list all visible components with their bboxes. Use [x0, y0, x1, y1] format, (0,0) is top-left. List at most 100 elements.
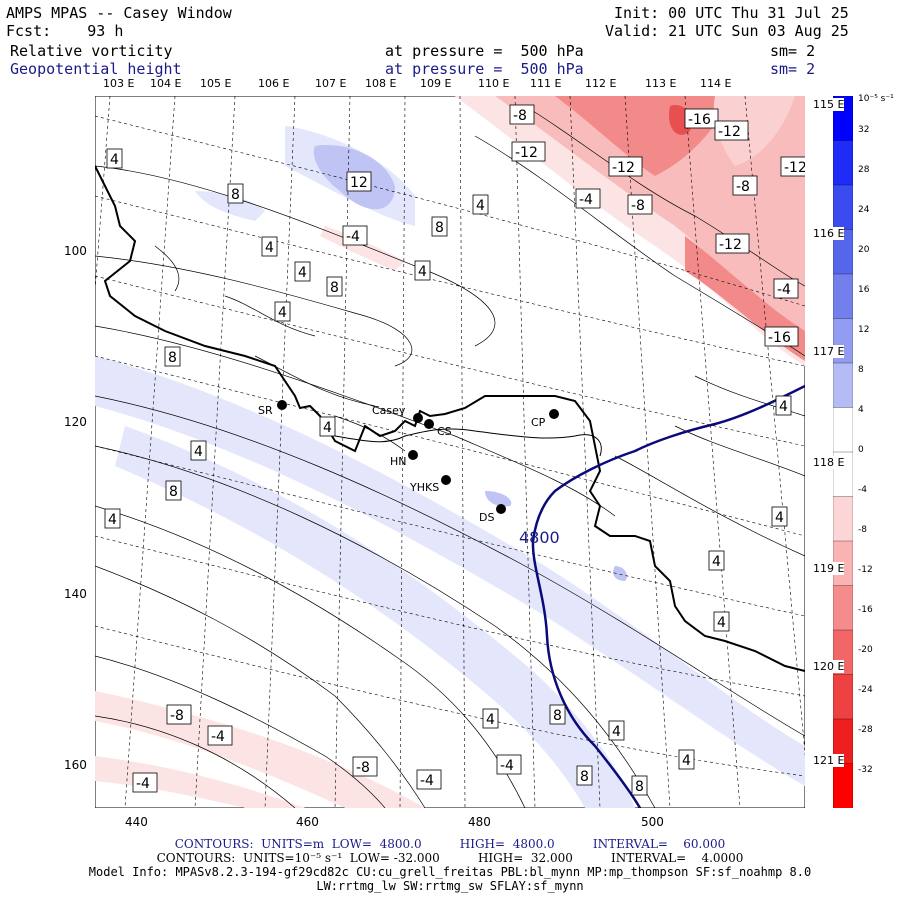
contour-value-text: -8	[356, 760, 370, 776]
latitude-label: 115 E	[813, 98, 845, 111]
colorbar-tick: 24	[858, 205, 870, 215]
contour-value-label: 4	[482, 708, 499, 729]
coastline	[95, 165, 805, 672]
station-label: HN	[390, 455, 407, 468]
longitude-label: 108 E	[365, 77, 397, 90]
x-tick-label: 500	[641, 815, 664, 829]
longitude-label: 113 E	[645, 77, 677, 90]
contour-value-text: -8	[631, 198, 645, 214]
height-contour-info: CONTOURS: UNITS=m LOW= 4800.0 HIGH= 4800…	[174, 837, 726, 851]
colorbar-tick: 28	[858, 165, 870, 175]
colorbar-swatch	[833, 585, 853, 631]
contour-value-text: -12	[718, 124, 741, 140]
contour-value-text: 8	[553, 708, 562, 724]
contour-value-text: 4	[110, 152, 119, 168]
contour-value-label: 4	[472, 194, 489, 215]
colorbar-tick: -8	[858, 525, 867, 535]
graticule	[95, 96, 805, 808]
colorbar-swatch	[833, 362, 853, 409]
contour-value-text: 4	[108, 512, 117, 528]
contour-value-label: -16	[684, 108, 719, 129]
contour-value-text: -4	[500, 758, 514, 774]
chart-title: AMPS MPAS -- Casey Window	[6, 4, 232, 22]
colorbar-tick: -24	[858, 685, 873, 695]
contour-value-text: -4	[211, 729, 225, 745]
contour-value-label: 4	[319, 416, 336, 437]
contour-value-text: 8	[580, 769, 589, 785]
contour-value-text: -12	[719, 237, 742, 253]
contour-value-text: -4	[579, 192, 593, 208]
contour-value-text: -4	[420, 773, 434, 789]
valid-time: Valid: 21 UTC Sun 03 Aug 25	[605, 22, 849, 40]
contour-value-text: 4	[486, 712, 495, 728]
colorbar-swatch	[833, 184, 853, 231]
contour-value-text: -16	[688, 112, 711, 128]
contour-value-label: 8	[549, 704, 566, 725]
latitude-label: 121 E	[813, 754, 845, 767]
contour-value-text: 8	[169, 484, 178, 500]
contour-value-text: -12	[515, 145, 538, 161]
contour-value-text: 4	[194, 444, 203, 460]
contour-value-text: 4	[682, 753, 691, 769]
contour-value-label: 8	[431, 216, 448, 237]
longitude-label: 103 E	[103, 77, 135, 90]
y-tick-label: 140	[64, 587, 87, 601]
contour-value-label: 4	[190, 440, 207, 461]
longitude-label: 105 E	[200, 77, 232, 90]
longitude-label: 110 E	[478, 77, 510, 90]
station-label: SR	[258, 404, 273, 417]
contour-value-text: -4	[346, 229, 360, 245]
contour-value-label: 4	[261, 236, 278, 257]
contour-value-text: -8	[170, 708, 184, 724]
contour-value-label: 4	[414, 260, 431, 281]
contour-value-label: 8	[165, 480, 182, 501]
contour-value-label: -4	[575, 188, 601, 209]
contour-value-text: -4	[777, 282, 791, 298]
y-tick-label: 100	[64, 244, 87, 258]
contour-value-text: 4	[712, 554, 721, 570]
longitude-label: 114 E	[700, 77, 732, 90]
contour-value-label: -4	[207, 725, 233, 746]
colorbar-swatch	[833, 763, 853, 808]
geopotential-height-contour	[531, 384, 805, 808]
contour-value-label: 4	[771, 506, 788, 527]
station-label: Casey	[372, 404, 406, 417]
contour-value-label: 4	[104, 508, 121, 529]
colorbar-tick: -32	[858, 765, 873, 775]
height-contour-label: 4800	[519, 528, 560, 547]
contour-value-text: -8	[513, 108, 527, 124]
latitude-label: 118 E	[813, 456, 845, 469]
contour-value-label: -4	[416, 769, 442, 790]
contour-value-text: 8	[435, 220, 444, 236]
init-time: Init: 00 UTC Thu 31 Jul 25	[614, 4, 849, 22]
contour-value-label: 4	[608, 720, 625, 741]
colorbar-tick: -20	[858, 645, 873, 655]
contour-value-label: -12	[511, 141, 546, 162]
contour-value-label: 8	[326, 276, 343, 297]
colorbar-swatch	[833, 674, 853, 720]
longitude-label: 111 E	[530, 77, 562, 90]
contour-value-label: -12	[715, 233, 750, 254]
contour-value-text: 4	[779, 399, 788, 415]
x-tick-label: 460	[296, 815, 319, 829]
contour-value-label: 4	[713, 611, 730, 632]
longitude-label: 104 E	[150, 77, 182, 90]
station-label: DS	[479, 511, 494, 524]
contour-value-label: 4	[274, 301, 291, 322]
colorbar-swatch	[833, 407, 853, 453]
contour-value-label: 8	[227, 183, 244, 204]
contour-value-text: 8	[168, 350, 177, 366]
latitude-label: 120 E	[813, 660, 845, 673]
contour-value-label: -4	[773, 278, 799, 299]
colorbar-unit: 10⁻⁵ s⁻¹	[858, 94, 894, 104]
contour-value-text: -12	[784, 160, 805, 176]
longitude-label: 109 E	[420, 77, 452, 90]
contour-value-label: 4	[708, 550, 725, 571]
contour-value-text: 4	[418, 264, 427, 280]
contour-value-text: 4	[775, 510, 784, 526]
contour-value-label: 8	[164, 346, 181, 367]
contour-value-label: 8	[631, 775, 648, 796]
latitude-label: 116 E	[813, 227, 845, 240]
contour-value-text: 12	[350, 175, 368, 191]
contour-value-label: -8	[732, 175, 758, 196]
